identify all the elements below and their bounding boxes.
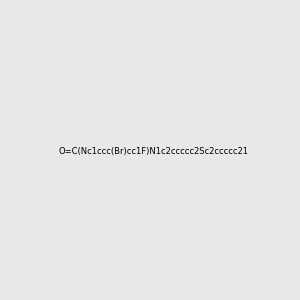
Text: O=C(Nc1ccc(Br)cc1F)N1c2ccccc2Sc2ccccc21: O=C(Nc1ccc(Br)cc1F)N1c2ccccc2Sc2ccccc21 (59, 147, 249, 156)
